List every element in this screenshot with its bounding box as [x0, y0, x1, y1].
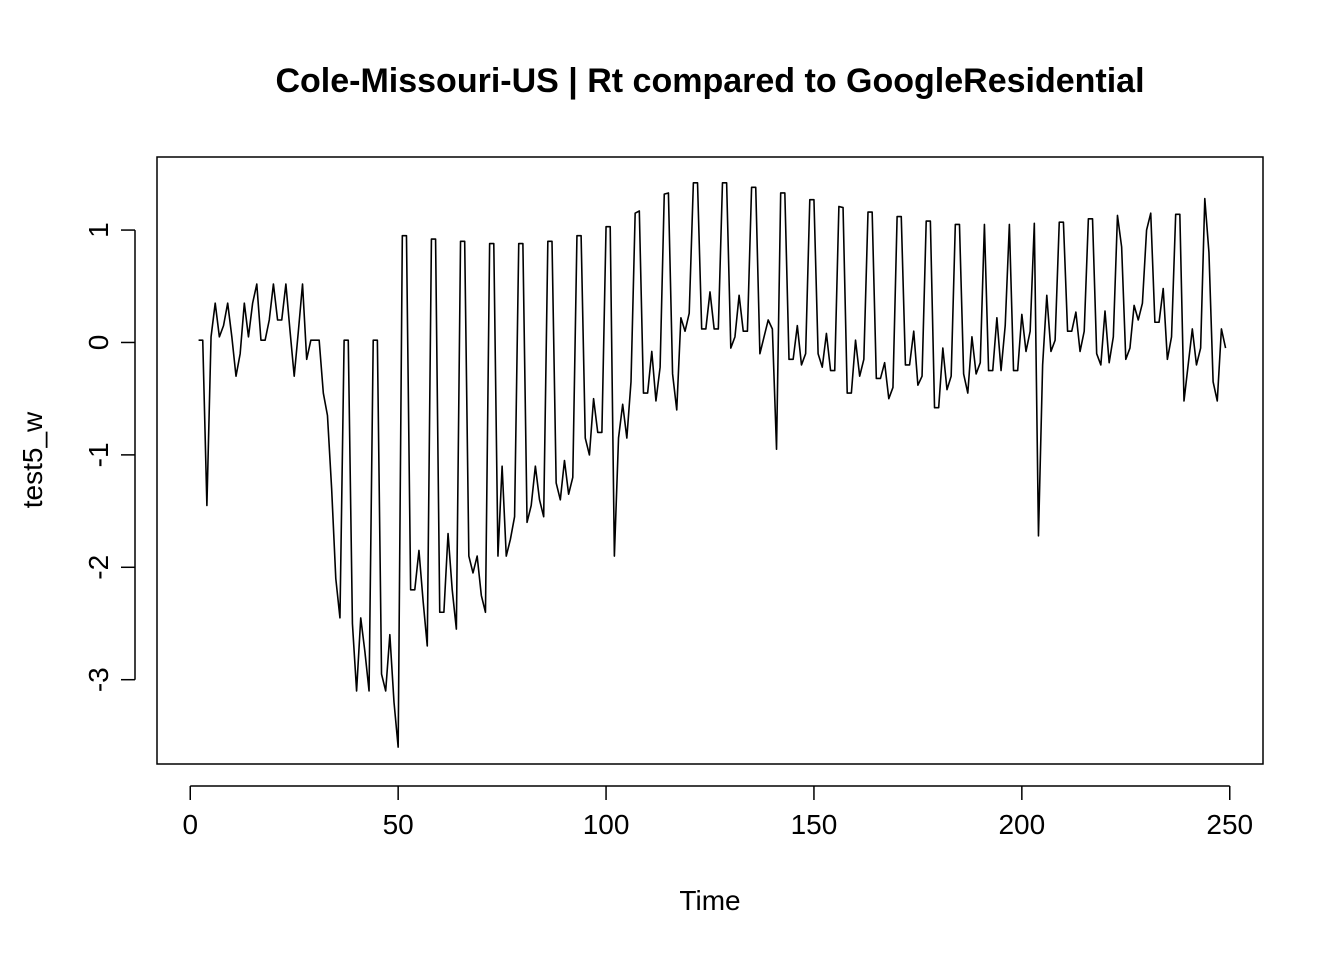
x-tick-label: 150: [791, 809, 838, 840]
x-tick-label: 0: [182, 809, 198, 840]
x-tick-label: 250: [1206, 809, 1253, 840]
y-axis: -3 -2 -1 0 1: [83, 222, 136, 692]
y-tick-label: -1: [83, 442, 114, 467]
series-line: [198, 182, 1227, 748]
series-layer: [198, 182, 1227, 748]
plot-frame: [156, 156, 1264, 765]
y-axis-label: test5_w: [17, 411, 48, 508]
x-axis: 0 50 100 150 200 250: [182, 785, 1253, 840]
x-tick-label: 200: [998, 809, 1045, 840]
chart-title: Cole-Missouri-US | Rt compared to Google…: [275, 62, 1144, 100]
y-tick-label: 0: [83, 335, 114, 351]
y-tick-label: 1: [83, 222, 114, 238]
x-axis-label: Time: [679, 885, 740, 916]
x-tick-label: 50: [383, 809, 414, 840]
x-tick-label: 100: [583, 809, 630, 840]
y-tick-label: -2: [83, 555, 114, 580]
y-tick-label: -3: [83, 667, 114, 692]
